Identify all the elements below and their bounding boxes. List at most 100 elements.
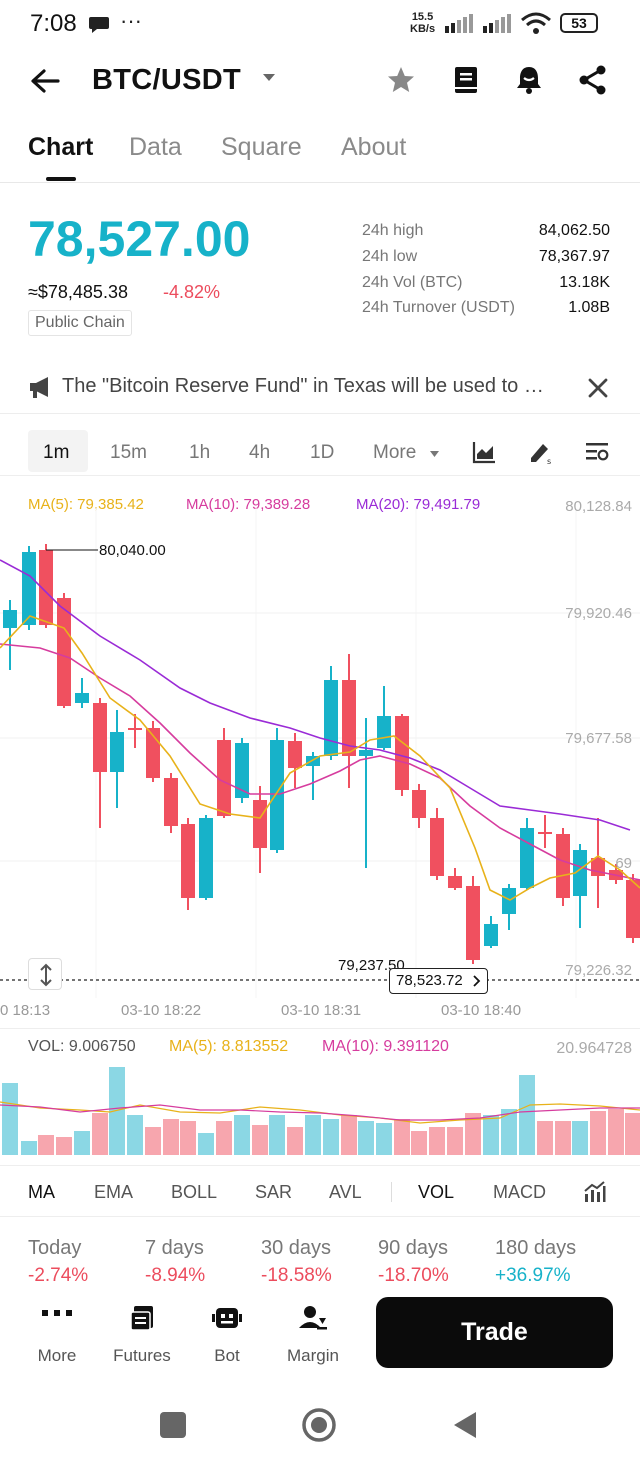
candle-body — [377, 716, 391, 748]
bell-icon[interactable] — [514, 64, 544, 96]
home-icon[interactable] — [301, 1407, 337, 1443]
tab-data[interactable]: Data — [129, 133, 182, 161]
candles — [3, 544, 640, 964]
candlestick-chart[interactable] — [0, 488, 640, 1028]
candle-body — [502, 888, 516, 914]
futures-action[interactable]: Futures — [102, 1300, 182, 1370]
volume-bar — [180, 1121, 196, 1155]
indicator-ma[interactable]: MA — [28, 1182, 55, 1202]
volume-bar — [590, 1111, 606, 1155]
timeframe-4h[interactable]: 4h — [249, 442, 271, 463]
y-label-3: 79,677.58 — [565, 730, 632, 747]
status-bar: 7:08 ··· 15.5 KB/s 53 — [0, 0, 640, 48]
tab-underline — [46, 177, 76, 181]
vertical-resize-icon — [40, 963, 52, 987]
share-icon[interactable] — [578, 65, 608, 95]
candle-body — [306, 756, 320, 766]
margin-action[interactable]: Margin — [273, 1300, 353, 1370]
trade-button[interactable]: Trade — [376, 1297, 613, 1368]
battery-indicator: 53 — [560, 13, 598, 33]
more-dots-icon — [42, 1310, 72, 1316]
perf-value-30d: -18.58% — [261, 1265, 332, 1286]
margin-icon — [299, 1306, 327, 1330]
recent-apps-icon[interactable] — [160, 1412, 186, 1438]
candle-body — [484, 924, 498, 946]
tab-chart[interactable]: Chart — [28, 133, 94, 161]
volume-bar — [74, 1131, 90, 1155]
volume-value: VOL: 9.006750 — [28, 1038, 136, 1055]
approx-usd-price: ≈$78,485.38 — [28, 282, 128, 302]
timeframe-15m[interactable]: 15m — [110, 442, 147, 463]
book-icon[interactable] — [452, 65, 480, 95]
indicator-macd[interactable]: MACD — [493, 1182, 546, 1202]
volume-bar — [537, 1121, 553, 1155]
caret-down-small-icon[interactable] — [429, 450, 440, 458]
chart-resize-handle[interactable] — [28, 958, 62, 990]
indicator-sar[interactable]: SAR — [255, 1182, 293, 1202]
current-price-tag[interactable]: 78,523.72 — [389, 968, 488, 994]
candle-body — [288, 741, 302, 768]
volume-chart[interactable] — [0, 1050, 640, 1155]
bot-action[interactable]: Bot — [187, 1300, 267, 1370]
volume-divider — [0, 1028, 640, 1029]
y-label-1: 80,128.84 — [565, 498, 632, 515]
ma20-legend: MA(20): 79,491.79 — [356, 496, 481, 513]
back-arrow-icon[interactable] — [30, 68, 60, 94]
volume-bar — [429, 1127, 445, 1155]
volume-bar — [394, 1119, 410, 1155]
volume-bar — [465, 1113, 481, 1155]
volume-bar — [555, 1121, 571, 1155]
x-label-4: 03-10 18:40 — [441, 1002, 522, 1019]
news-text: The "Bitcoin Reserve Fund" in Texas will… — [62, 375, 554, 397]
volume-bar — [625, 1113, 640, 1155]
tab-square[interactable]: Square — [221, 133, 302, 161]
timeframe-bar: 1m 15m 1h 4h 1D More s — [0, 428, 640, 476]
current-price-value: 78,523.72 — [396, 972, 463, 989]
indicator-ema[interactable]: EMA — [94, 1182, 134, 1202]
stat-value-turnover: 1.08B — [568, 299, 610, 316]
stat-value-vol: 13.18K — [559, 274, 610, 291]
candle-body — [128, 728, 142, 730]
x-label-2: 03-10 18:22 — [121, 1002, 202, 1019]
svg-text:s: s — [547, 457, 551, 465]
perf-label-7d: 7 days — [145, 1237, 204, 1259]
close-icon[interactable] — [588, 378, 608, 398]
volume-bar — [56, 1137, 72, 1155]
candle-body — [342, 680, 356, 756]
star-icon[interactable] — [386, 65, 416, 95]
margin-label: Margin — [287, 1346, 339, 1365]
candle-body — [359, 750, 373, 756]
indicator-avl[interactable]: AVL — [329, 1182, 362, 1202]
chart-settings-icon[interactable] — [584, 440, 610, 464]
indicator-boll[interactable]: BOLL — [171, 1182, 218, 1202]
indicator-vol[interactable]: VOL — [418, 1182, 455, 1202]
candle-body — [538, 832, 552, 834]
drawing-tool-icon[interactable]: s — [528, 439, 554, 465]
category-chip[interactable]: Public Chain — [28, 310, 132, 336]
chat-icon — [89, 17, 109, 33]
chart-type-icon[interactable] — [472, 440, 496, 464]
caret-down-icon[interactable] — [262, 73, 276, 83]
back-nav-icon[interactable] — [452, 1410, 478, 1440]
wifi-icon — [521, 12, 551, 34]
more-action[interactable]: More — [17, 1300, 97, 1370]
candle-body — [110, 732, 124, 772]
ma10-legend: MA(10): 79,389.28 — [186, 496, 311, 513]
candle-body — [235, 743, 249, 798]
volume-bar — [287, 1127, 303, 1155]
more-label: More — [37, 1346, 77, 1365]
timeframe-1d[interactable]: 1D — [310, 442, 335, 463]
candle-body — [626, 880, 640, 938]
bot-label: Bot — [214, 1346, 240, 1365]
timeframe-1h[interactable]: 1h — [189, 442, 211, 463]
news-banner[interactable]: The "Bitcoin Reserve Fund" in Texas will… — [0, 362, 640, 414]
indicator-settings-icon[interactable] — [582, 1180, 606, 1204]
candle-body — [412, 790, 426, 818]
volume-bar — [323, 1119, 339, 1155]
ma5-legend: MA(5): 79,385.42 — [28, 496, 144, 513]
pair-selector[interactable]: BTC/USDT — [92, 64, 241, 96]
tab-about[interactable]: About — [341, 133, 407, 161]
timeframe-1m[interactable]: 1m — [43, 442, 70, 463]
timeframe-more[interactable]: More — [373, 442, 417, 463]
volume-bar — [501, 1109, 517, 1155]
